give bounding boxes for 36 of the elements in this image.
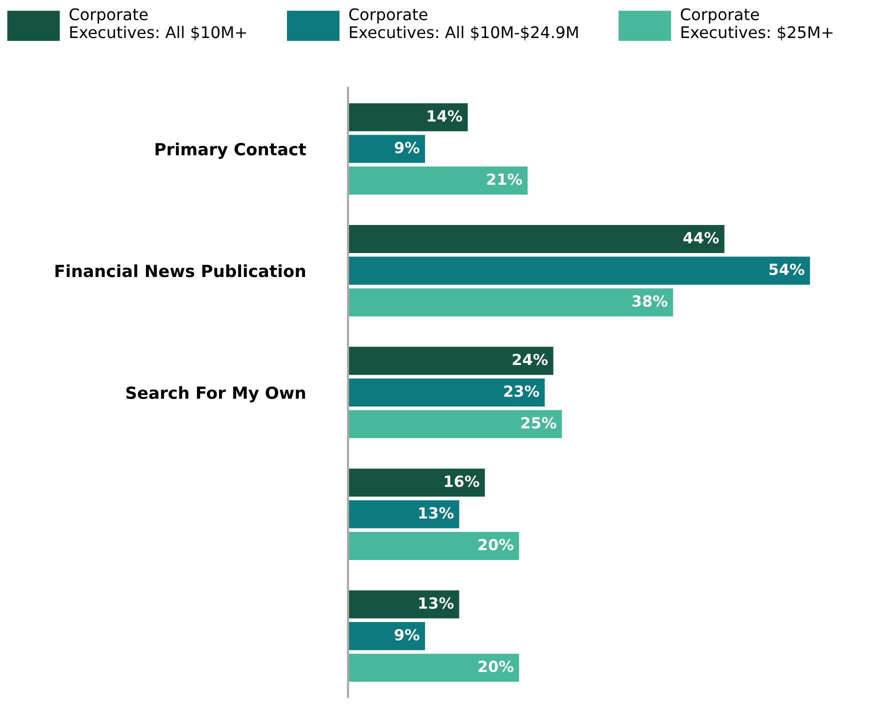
bar xyxy=(348,532,520,560)
bar xyxy=(348,166,528,195)
y-tick-label: Primary Contact xyxy=(156,142,306,159)
bar xyxy=(348,103,468,132)
data-label: 20% xyxy=(478,660,514,672)
bar xyxy=(348,225,724,254)
data-label: 21% xyxy=(487,173,522,185)
data-label: 16% xyxy=(444,475,480,488)
data-label: 13% xyxy=(419,597,454,609)
data-label: 23% xyxy=(504,385,540,397)
bar xyxy=(348,622,425,650)
data-label: 20% xyxy=(478,538,514,550)
y-tick-label: Search For My Own xyxy=(126,386,306,402)
data-label: 44% xyxy=(683,232,719,244)
data-label: 9% xyxy=(394,628,420,640)
data-label: 24% xyxy=(512,354,548,366)
data-label: 38% xyxy=(632,295,668,307)
bar xyxy=(348,378,545,406)
legend-label: Corporate Executives: All $10M-$24.9M xyxy=(349,8,578,40)
bar xyxy=(348,288,674,316)
data-label: 54% xyxy=(769,264,804,276)
data-label: 25% xyxy=(521,417,556,429)
bar xyxy=(348,134,425,163)
bar xyxy=(348,346,554,375)
y-tick-label: Financial News Publication xyxy=(56,264,306,278)
bar xyxy=(348,256,810,285)
legend-label: Corporate Executives: All $10M+ xyxy=(70,8,246,40)
bar xyxy=(348,468,485,497)
bar xyxy=(348,590,460,618)
bar xyxy=(348,500,460,528)
data-label: 13% xyxy=(419,507,454,519)
legend-label: Corporate Executives: $25M+ xyxy=(680,8,832,40)
bar xyxy=(348,410,562,438)
data-label: 14% xyxy=(428,110,462,122)
bar xyxy=(348,654,520,682)
data-label: 9% xyxy=(394,142,420,154)
